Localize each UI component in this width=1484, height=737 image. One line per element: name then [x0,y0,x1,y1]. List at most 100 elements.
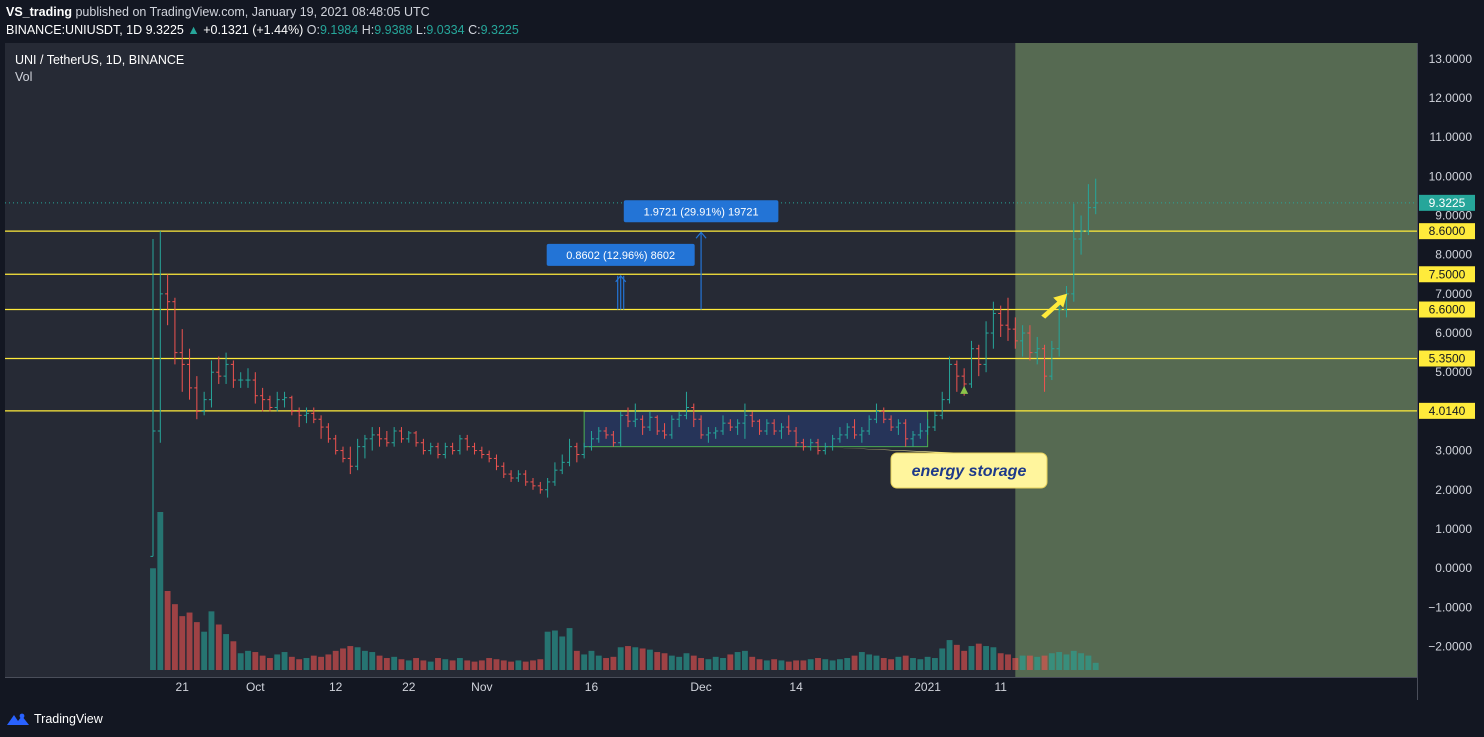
volume-bar [895,656,902,670]
y-tick-label: 0.0000 [1435,561,1472,575]
volume-bar [332,650,339,670]
volume-bar [595,655,602,670]
volume-bar [193,622,200,670]
level-label-box [1419,402,1475,419]
volume-bar [617,647,624,670]
volume-bar [215,624,222,670]
x-tick-label: 11 [994,680,1007,694]
price-axis-border [1417,43,1418,700]
volume-bar [1012,658,1019,670]
legend-title: UNI / TetherUS, 1D, BINANCE [15,53,184,67]
volume-bar [720,658,726,670]
volume-bar [274,654,281,670]
callout-pointer [834,447,966,453]
arrow-up-right-icon [1041,293,1068,319]
volume-bar [1056,652,1063,670]
volume-bar [1078,653,1084,670]
volume-bar [873,655,880,670]
y-tick-label: 2.0000 [1435,483,1472,497]
volume-bar [888,659,894,670]
volume-bar [427,661,434,670]
y-tick-label: 13.0000 [1429,52,1473,66]
volume-bar [201,631,208,670]
volume-bar [698,658,704,670]
tradingview-brand[interactable]: TradingView [34,712,103,726]
volume-bar [208,611,215,670]
volume-bar [581,654,588,670]
volume-bar [1034,656,1041,670]
volume-bar [362,650,368,670]
level-label-box [1419,301,1475,318]
volume-bar [325,654,332,670]
volume-bar [186,612,193,670]
consolidation-box [583,410,929,448]
y-tick-label: −2.0000 [1428,639,1472,653]
volume-bar [661,653,668,670]
volume-bar [961,650,968,670]
volume-bar [391,656,398,670]
volume-bar [281,652,288,670]
volume-bar [946,640,953,670]
volume-bar [157,512,164,670]
volume-bar [654,652,661,670]
volume-bar [237,653,244,670]
volume-bar [902,655,909,670]
volume-bar [880,658,887,670]
chart-container[interactable]: 0.8602 (12.96%) 8602 1.9721 (29.91%) 1972… [5,43,1480,700]
open-label: O: [306,23,320,37]
author-name[interactable]: VS_trading [6,5,72,19]
volume-bar [230,641,237,670]
volume-bar [515,660,522,670]
volume-bar [734,652,741,670]
volume-bar [749,656,756,670]
volume-bar [866,654,873,670]
volume-bar [369,652,376,670]
volume-bar [340,648,346,670]
close-value: 9.3225 [480,23,519,37]
volume-bar [610,656,617,670]
y-tick-label: 11.0000 [1430,130,1473,144]
high-value: 9.9388 [374,23,413,37]
callout-label: energy storage [912,463,1027,480]
volume-bar [310,655,317,670]
volume-bar [990,647,997,670]
volume-bar [245,650,251,670]
volume-bar [778,660,785,670]
volume-bar [771,659,778,670]
volume-bar [676,656,683,670]
volume-bar [837,659,843,670]
volume-bar [552,630,558,670]
volume-bar [1027,655,1033,670]
volume-bar [172,604,178,670]
volume-bar [975,643,982,670]
volume-bar [742,650,748,670]
price-chart[interactable]: 0.8602 (12.96%) 8602 1.9721 (29.91%) 1972… [5,43,1480,700]
volume-bar [150,568,156,670]
volume-bar [668,655,675,670]
volume-bar [405,660,412,670]
level-label: 4.0140 [1429,404,1466,418]
volume-bar [844,658,851,670]
close-label: C: [468,23,481,37]
measure-label: 1.9721 (29.91%) 19721 [644,206,759,218]
volume-bar [793,660,799,670]
open-value: 9.1984 [319,23,359,37]
volume-bar [1085,655,1092,670]
volume-bar [442,659,449,670]
volume-bar [815,658,821,670]
low-value: 9.0334 [426,23,465,37]
y-tick-label: 9.0000 [1435,208,1472,222]
measure-label-box [546,243,695,266]
volume-bar [683,653,690,670]
volume-bar [478,660,485,670]
time-axis-border [5,677,1417,678]
volume-bar [829,660,836,670]
volume-bar [712,656,719,670]
x-tick-label: 2021 [914,680,941,694]
x-tick-label: 21 [176,680,190,694]
y-tick-label: 10.0000 [1429,169,1473,183]
volume-bar [449,660,456,670]
volume-bar [252,652,259,670]
y-tick-label: 1.0000 [1435,522,1472,536]
tradingview-logo-icon[interactable] [6,712,30,726]
